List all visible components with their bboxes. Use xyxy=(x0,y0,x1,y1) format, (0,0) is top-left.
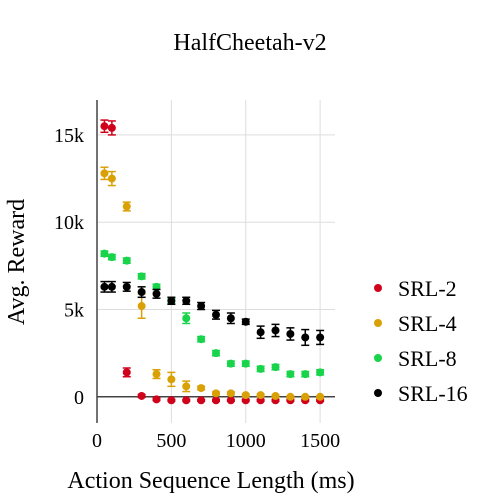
tick-labels: 0 500 1000 1500 0 5k 10k 15k xyxy=(54,125,340,452)
data-point[interactable] xyxy=(212,396,220,405)
data-point[interactable] xyxy=(316,333,325,342)
data-point[interactable] xyxy=(107,282,116,291)
legend-marker xyxy=(374,389,382,397)
data-point[interactable] xyxy=(226,389,235,398)
y-axis-label: Avg. Reward xyxy=(4,199,30,325)
data-points xyxy=(100,119,325,405)
series-srl-2 xyxy=(100,119,325,405)
plot-grid xyxy=(97,100,335,423)
data-point[interactable] xyxy=(107,174,116,183)
data-point[interactable] xyxy=(241,391,250,400)
series-srl-16 xyxy=(100,280,325,347)
legend-label: SRL-8 xyxy=(398,346,457,371)
data-point[interactable] xyxy=(286,329,295,338)
data-point[interactable] xyxy=(152,289,161,298)
data-point[interactable] xyxy=(271,363,280,372)
legend-marker xyxy=(374,354,382,362)
data-point[interactable] xyxy=(301,333,310,342)
data-point[interactable] xyxy=(122,202,131,211)
data-point[interactable] xyxy=(226,396,235,405)
data-point[interactable] xyxy=(271,326,280,335)
data-point[interactable] xyxy=(286,392,295,401)
legend-label: SRL-16 xyxy=(398,381,468,406)
y-tick-label: 15k xyxy=(54,125,84,147)
data-point[interactable] xyxy=(137,272,146,281)
data-point[interactable] xyxy=(137,288,146,297)
data-point[interactable] xyxy=(286,370,295,379)
data-point[interactable] xyxy=(197,396,206,405)
data-point[interactable] xyxy=(167,296,176,305)
series-srl-4 xyxy=(100,166,325,401)
y-tick-label: 10k xyxy=(54,212,84,234)
legend-label: SRL-2 xyxy=(398,276,457,301)
data-point[interactable] xyxy=(212,310,220,319)
x-tick-label: 1500 xyxy=(300,430,340,452)
x-tick-label: 1000 xyxy=(226,430,266,452)
legend: SRL-2 SRL-4 SRL-8 SRL-16 xyxy=(374,276,468,406)
x-tick-label: 500 xyxy=(156,430,186,452)
legend-marker xyxy=(374,319,382,327)
legend-marker xyxy=(374,284,382,292)
data-point[interactable] xyxy=(241,359,250,368)
data-point[interactable] xyxy=(182,382,191,391)
data-point[interactable] xyxy=(152,395,161,404)
data-point[interactable] xyxy=(316,368,325,377)
data-point[interactable] xyxy=(167,375,176,384)
data-point[interactable] xyxy=(137,391,146,400)
data-point[interactable] xyxy=(122,282,131,291)
data-point[interactable] xyxy=(301,370,310,379)
data-point[interactable] xyxy=(137,302,146,311)
data-point[interactable] xyxy=(256,391,265,400)
data-point[interactable] xyxy=(212,349,220,358)
data-point[interactable] xyxy=(122,368,131,377)
data-point[interactable] xyxy=(152,370,161,379)
chart-title: HalfCheetah-v2 xyxy=(173,30,326,56)
data-point[interactable] xyxy=(107,253,116,262)
legend-label: SRL-4 xyxy=(398,311,457,336)
data-point[interactable] xyxy=(226,314,235,323)
y-tick-label: 0 xyxy=(74,387,84,409)
data-point[interactable] xyxy=(256,328,265,337)
data-point[interactable] xyxy=(107,123,116,132)
data-point[interactable] xyxy=(100,122,109,131)
y-tick-label: 5k xyxy=(64,300,84,322)
data-point[interactable] xyxy=(271,391,280,400)
data-point[interactable] xyxy=(100,282,109,291)
data-point[interactable] xyxy=(100,169,109,178)
data-point[interactable] xyxy=(241,317,250,326)
data-point[interactable] xyxy=(197,335,206,344)
data-point[interactable] xyxy=(100,249,109,258)
data-point[interactable] xyxy=(197,302,206,311)
data-point[interactable] xyxy=(122,256,131,265)
data-point[interactable] xyxy=(182,396,191,405)
data-point[interactable] xyxy=(212,389,220,398)
data-point[interactable] xyxy=(256,364,265,373)
data-point[interactable] xyxy=(197,384,206,393)
data-point[interactable] xyxy=(301,392,310,401)
x-tick-label: 0 xyxy=(92,430,102,452)
data-point[interactable] xyxy=(167,396,176,405)
x-axis-label: Action Sequence Length (ms) xyxy=(67,468,354,494)
data-point[interactable] xyxy=(182,314,191,323)
data-point[interactable] xyxy=(316,392,325,401)
data-point[interactable] xyxy=(182,296,191,305)
data-point[interactable] xyxy=(226,359,235,368)
